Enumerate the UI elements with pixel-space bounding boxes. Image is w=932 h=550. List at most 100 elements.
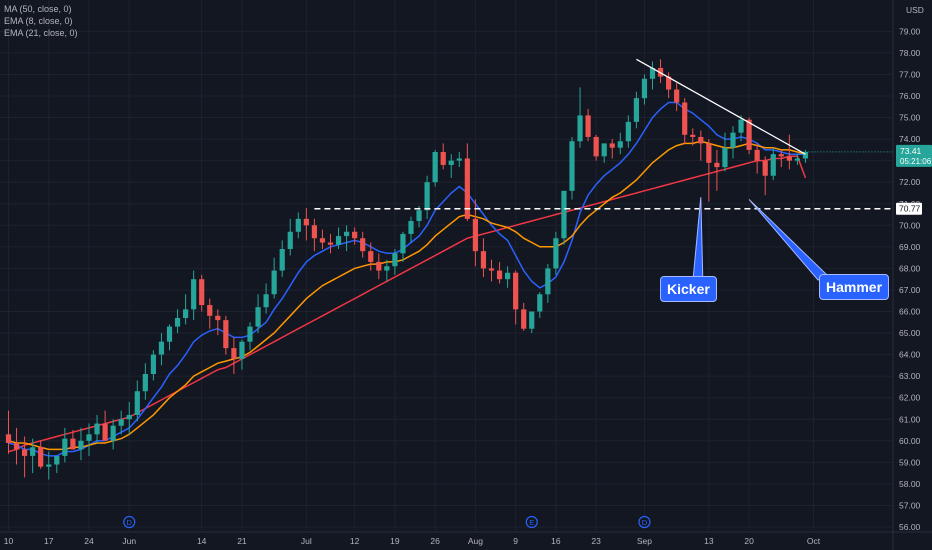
legend-ma50[interactable]: MA (50, close, 0) bbox=[4, 4, 72, 14]
y-tick-label: 59.00 bbox=[899, 457, 921, 467]
ma50-line bbox=[8, 155, 807, 453]
x-tick-label: Oct bbox=[807, 536, 821, 546]
last-price-tag bbox=[896, 144, 932, 167]
candle-body bbox=[118, 419, 124, 426]
candle-body bbox=[287, 231, 293, 250]
event-marker bbox=[638, 515, 651, 529]
candle-body bbox=[674, 89, 680, 103]
legend-ema21[interactable]: EMA (21, close, 0) bbox=[4, 28, 78, 38]
y-tick-label: 79.00 bbox=[899, 26, 921, 36]
y-tick-label: 57.00 bbox=[899, 500, 921, 510]
candle-body bbox=[778, 154, 784, 157]
candle-body bbox=[754, 149, 760, 161]
candle-body bbox=[311, 225, 317, 239]
candle-body bbox=[448, 160, 454, 165]
candle-body bbox=[666, 76, 672, 90]
trendline bbox=[636, 58, 806, 155]
candle-body bbox=[505, 272, 511, 280]
kicker-callout[interactable]: Kicker bbox=[660, 276, 717, 302]
x-tick-label: 12 bbox=[350, 536, 360, 546]
candle-body bbox=[480, 251, 487, 269]
candle-body bbox=[786, 156, 792, 161]
event-marker-label: D bbox=[642, 518, 648, 527]
event-marker-label: D bbox=[127, 518, 133, 527]
x-tick-label: 9 bbox=[513, 536, 518, 546]
candle-body bbox=[279, 249, 285, 271]
level-price-label: 70.77 bbox=[899, 204, 921, 214]
candle-body bbox=[746, 119, 752, 150]
y-tick-label: 65.00 bbox=[899, 328, 921, 338]
candle-body bbox=[150, 354, 156, 374]
candle-body bbox=[496, 270, 503, 280]
candle-body bbox=[271, 270, 277, 295]
candle-body bbox=[142, 373, 148, 392]
candle-body bbox=[408, 220, 414, 234]
candle-body bbox=[488, 268, 495, 271]
candle-body bbox=[13, 442, 20, 450]
x-tick-label: Jun bbox=[122, 536, 136, 546]
candle-body bbox=[344, 231, 350, 237]
candle-body bbox=[698, 136, 704, 144]
candle-body bbox=[553, 238, 559, 269]
candle-body bbox=[770, 154, 776, 176]
candle-body bbox=[199, 279, 205, 306]
candle-body bbox=[424, 182, 430, 211]
candle-body bbox=[472, 218, 478, 252]
candle-body bbox=[215, 315, 221, 321]
x-tick-label: 14 bbox=[197, 536, 207, 546]
candle-body bbox=[682, 102, 688, 135]
candle-body bbox=[327, 242, 334, 245]
indicator-legend: MA (50, close, 0) EMA (8, close, 0) EMA … bbox=[4, 3, 78, 39]
candle-body bbox=[183, 309, 189, 318]
candle-body bbox=[295, 218, 301, 232]
y-tick-label: 66.00 bbox=[899, 307, 921, 317]
y-tick-label: 64.00 bbox=[899, 350, 921, 360]
candle-body bbox=[456, 158, 462, 161]
x-tick-label: 17 bbox=[44, 536, 54, 546]
y-tick-label: 74.00 bbox=[899, 134, 921, 144]
candle-body bbox=[569, 141, 575, 191]
candle-body bbox=[561, 190, 567, 239]
candle-body bbox=[30, 447, 36, 456]
candle-body bbox=[70, 438, 76, 450]
candle-body bbox=[537, 294, 543, 312]
x-tick-label: Jul bbox=[301, 536, 312, 546]
candle-body bbox=[247, 326, 253, 342]
candle-body bbox=[416, 210, 422, 221]
legend-ema8[interactable]: EMA (8, close, 0) bbox=[4, 16, 73, 26]
candle-body bbox=[641, 78, 648, 99]
candle-body bbox=[384, 266, 390, 271]
candle-body bbox=[545, 268, 551, 295]
candle-body bbox=[601, 143, 607, 157]
candle-body bbox=[593, 136, 599, 157]
candle-body bbox=[722, 147, 728, 168]
candle-body bbox=[690, 134, 696, 137]
candle-body bbox=[158, 341, 165, 355]
candle-body bbox=[376, 261, 382, 271]
x-tick-label: 21 bbox=[237, 536, 247, 546]
hammer-callout[interactable]: Hammer bbox=[819, 274, 890, 300]
y-tick-label: 67.00 bbox=[899, 285, 921, 295]
y-tick-label: 63.00 bbox=[899, 371, 921, 381]
candle-body bbox=[86, 434, 92, 441]
candle-body bbox=[134, 391, 140, 415]
x-tick-label: Sep bbox=[637, 536, 652, 546]
x-tick-label: 20 bbox=[744, 536, 754, 546]
candle-body bbox=[802, 151, 809, 159]
y-tick-label: 58.00 bbox=[899, 479, 921, 489]
candle-body bbox=[352, 231, 358, 239]
last-price-label: 73.41 bbox=[900, 146, 922, 156]
candle-body bbox=[78, 440, 84, 450]
candle-body bbox=[649, 67, 656, 79]
candle-body bbox=[762, 160, 768, 176]
candle-body bbox=[794, 158, 800, 161]
y-tick-label: 61.00 bbox=[899, 414, 921, 424]
y-tick-label: 62.00 bbox=[899, 393, 921, 403]
candle-body bbox=[706, 143, 712, 163]
level-price-tag bbox=[896, 202, 922, 215]
ema21-line bbox=[8, 140, 806, 451]
candle-body bbox=[239, 341, 245, 359]
